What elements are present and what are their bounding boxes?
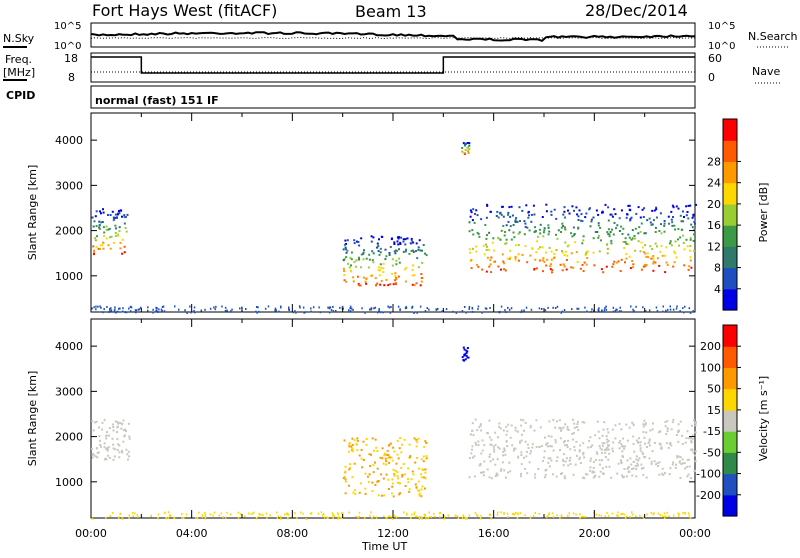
freq-label-1: Freq. xyxy=(5,53,32,66)
colorbar-segment xyxy=(723,431,737,453)
colorbar-segment xyxy=(723,267,737,290)
noise-tick-left-top: 10^5 xyxy=(54,21,81,32)
freq-panel: Freq. [MHz] 18 8 60 0 Nave CPID xyxy=(3,52,780,102)
colorbar-tick-label: 15 xyxy=(707,404,721,417)
colorbar-segment xyxy=(723,367,737,390)
x-tick-label: 08:00 xyxy=(276,527,308,540)
freq-tick-bottom: 8 xyxy=(68,71,75,84)
date-title: 28/Dec/2014 xyxy=(585,1,688,20)
colorbar-tick-label: 4 xyxy=(714,283,721,296)
time-axis: 00:00 04:00 08:00 12:00 16:00 20:00 00:00 xyxy=(75,527,711,540)
x-tick-label: 04:00 xyxy=(176,527,208,540)
colorbar-tick-label: 28 xyxy=(707,155,721,168)
x-tick-label: 16:00 xyxy=(478,527,510,540)
velocity-panel: 1000 2000 3000 4000 Slant Range [km] 200 100 50… xyxy=(26,318,770,520)
nave-tick-bottom: 0 xyxy=(708,71,715,84)
colorbar-label: Velocity [m s⁻¹] xyxy=(757,376,770,461)
noise-search-trace xyxy=(90,36,696,40)
colorbar-segment xyxy=(723,494,737,517)
colorbar-tick-label: 8 xyxy=(714,262,721,275)
freq-tick-top: 18 xyxy=(64,52,78,65)
colorbar-segment xyxy=(723,473,737,496)
colorbar-segment xyxy=(723,203,737,226)
colorbar-segment xyxy=(723,161,737,184)
colorbar-tick-label: 24 xyxy=(707,177,721,190)
colorbar-segment xyxy=(723,119,737,141)
x-tick-label: 00:00 xyxy=(679,527,711,540)
colorbar-tick-label: -200 xyxy=(696,489,721,502)
colorbar-segment xyxy=(723,225,737,247)
noise-sky-label: N.Sky xyxy=(3,32,35,45)
noise-sky-trace xyxy=(90,31,696,43)
y-axis-label: Slant Range [km] xyxy=(26,371,39,467)
y-tick-label: 4000 xyxy=(55,134,83,147)
nave-label: Nave xyxy=(752,65,780,78)
colorbar-tick-label: 200 xyxy=(700,340,721,353)
freq-trace xyxy=(91,56,695,74)
x-tick-label: 00:00 xyxy=(75,527,107,540)
y-tick-label: 3000 xyxy=(55,385,83,398)
y-tick-label: 4000 xyxy=(55,340,83,353)
cpid-mode-text: normal (fast) 151 IF xyxy=(95,94,219,107)
x-tick-label: 12:00 xyxy=(377,527,409,540)
freq-label-2: [MHz] xyxy=(3,66,35,79)
nave-tick-top: 60 xyxy=(708,52,722,65)
colorbar-segment xyxy=(723,140,737,162)
time-axis-label: Time UT xyxy=(361,540,407,553)
colorbar-segment xyxy=(723,409,737,432)
colorbar-tick-label: -100 xyxy=(696,468,721,481)
power-panel: 1000 2000 3000 4000 Slant Range [km] 4 8 12 16 20… xyxy=(26,112,770,314)
x-tick-label: 20:00 xyxy=(578,527,610,540)
colorbar-segment xyxy=(723,388,737,411)
colorbar-segment xyxy=(723,288,737,311)
colorbar-tick-label: 100 xyxy=(700,361,721,374)
colorbar-tick-label: 50 xyxy=(707,383,721,396)
noise-tick-right-bottom: 10^0 xyxy=(708,41,735,52)
cpid-label: CPID xyxy=(6,89,35,102)
y-tick-label: 1000 xyxy=(55,270,83,283)
noise-tick-left-bottom: 10^0 xyxy=(54,41,81,52)
y-tick-label: 2000 xyxy=(55,431,83,444)
y-axis-label: Slant Range [km] xyxy=(26,165,39,261)
noise-panel: N.Sky 10^5 10^0 10^5 10^0 N.Search xyxy=(3,21,798,52)
y-tick-label: 2000 xyxy=(55,225,83,238)
noise-tick-right-top: 10^5 xyxy=(708,21,735,32)
colorbar-tick-label: -15 xyxy=(703,425,721,438)
colorbar-segment xyxy=(723,452,737,475)
station-title: Fort Hays West (fitACF) xyxy=(92,1,277,20)
colorbar-segment xyxy=(723,346,737,368)
colorbar-segment xyxy=(723,325,737,347)
colorbar-tick-label: 12 xyxy=(707,240,721,253)
colorbar-segment xyxy=(723,246,737,269)
beam-title: Beam 13 xyxy=(355,2,427,21)
noise-search-label: N.Search xyxy=(748,30,798,43)
colorbar-label: Power [dB] xyxy=(757,183,770,243)
colorbar-tick-label: 20 xyxy=(707,198,721,211)
colorbar-tick-label: -50 xyxy=(703,446,721,459)
y-tick-label: 3000 xyxy=(55,179,83,192)
colorbar-segment xyxy=(723,182,737,205)
colorbar-tick-label: 16 xyxy=(707,219,721,232)
y-tick-label: 1000 xyxy=(55,476,83,489)
